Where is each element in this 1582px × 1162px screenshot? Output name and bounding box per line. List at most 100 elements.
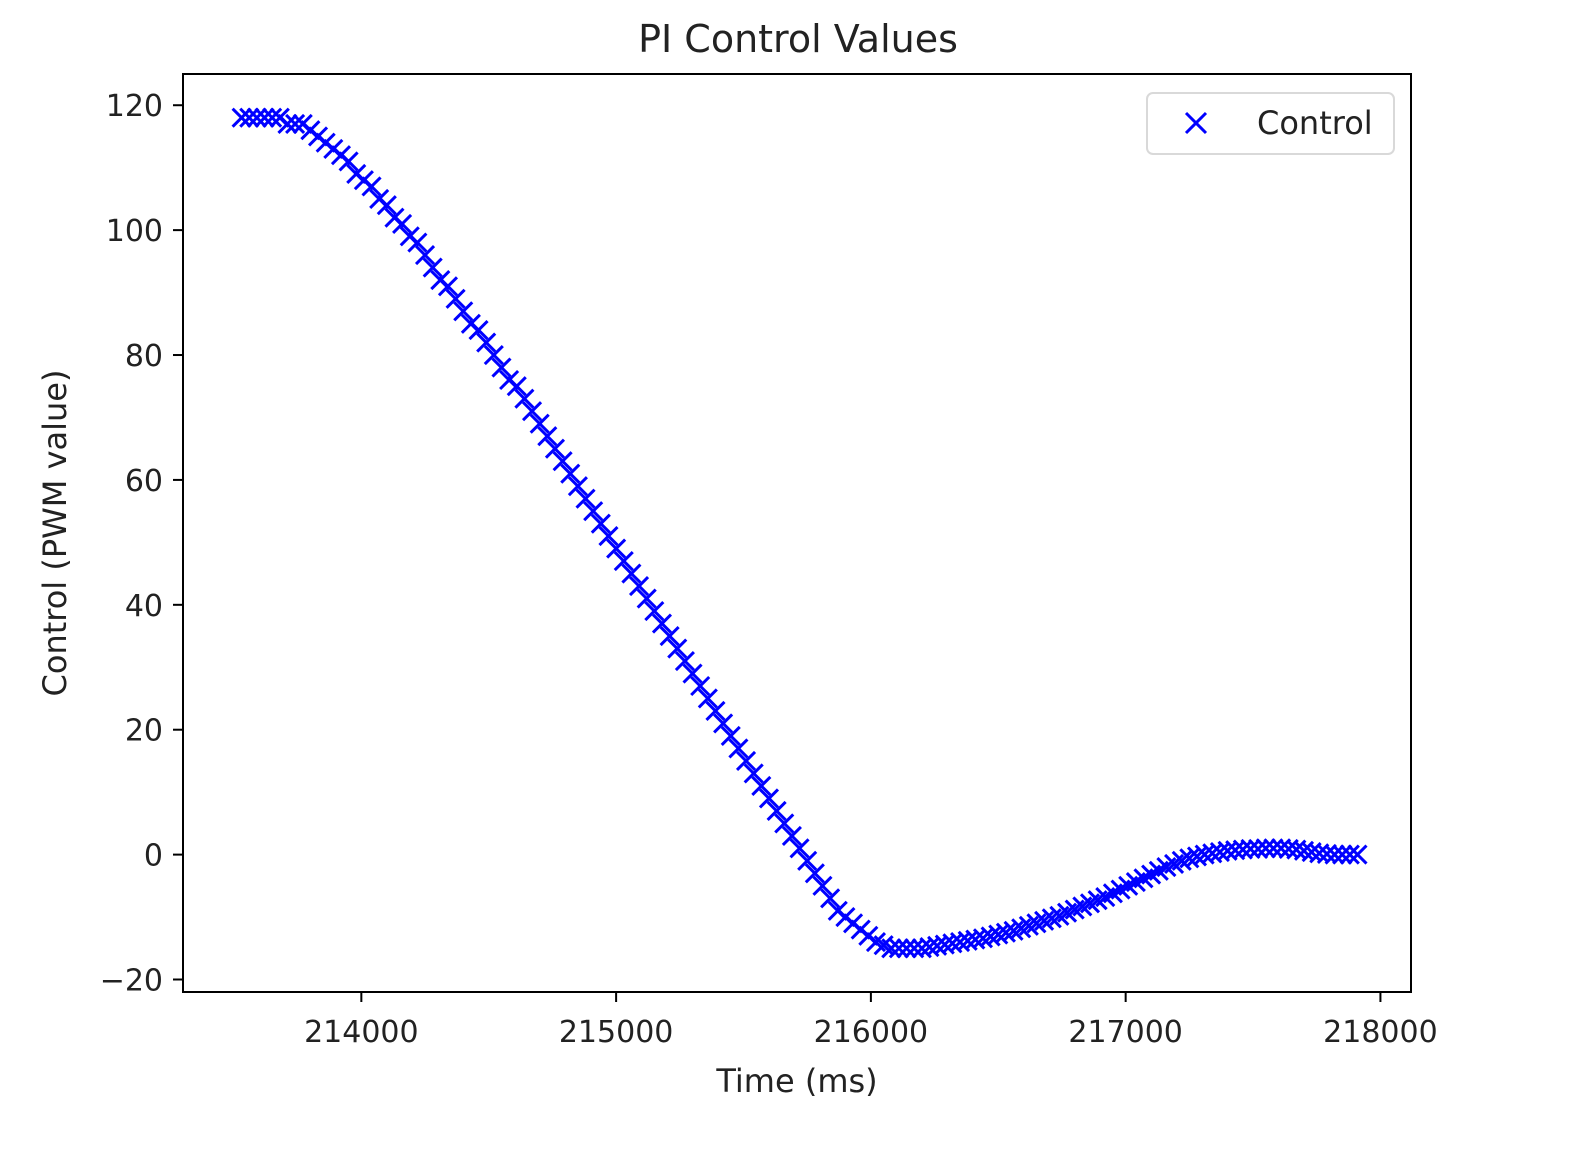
data-point-marker <box>1240 838 1261 860</box>
data-point-marker-stroke-b <box>1339 844 1360 865</box>
legend-marker <box>1184 111 1208 135</box>
data-point-marker <box>537 426 558 447</box>
data-point-marker-stroke-b <box>659 625 680 647</box>
data-point-marker-stroke-b <box>575 488 596 509</box>
data-point-marker <box>751 775 772 796</box>
data-point-marker-stroke-b <box>246 107 267 128</box>
data-point-marker <box>1347 844 1368 865</box>
data-point-marker <box>735 750 757 771</box>
data-point-marker <box>506 376 527 397</box>
data-point-marker <box>690 675 711 697</box>
data-point-marker <box>606 538 627 559</box>
data-point-marker <box>483 344 504 366</box>
data-point-marker <box>361 176 382 197</box>
y-tick-label: 40 <box>125 589 163 624</box>
data-point-marker-stroke-b <box>583 501 604 522</box>
data-point-marker <box>285 113 306 135</box>
data-point-marker-stroke-b <box>904 938 925 959</box>
data-point-marker-stroke-b <box>804 863 825 884</box>
data-point-marker <box>1186 846 1208 867</box>
data-point-marker <box>797 850 818 871</box>
data-point-marker <box>881 938 902 959</box>
data-point-marker-stroke-b <box>1225 840 1246 861</box>
data-point-marker-stroke-b <box>437 276 459 297</box>
data-point-marker-stroke-b <box>667 638 688 659</box>
y-tick-label: 80 <box>125 339 163 374</box>
data-point-marker-stroke-b <box>491 357 512 378</box>
data-point-marker <box>804 863 825 884</box>
data-point-marker-stroke-b <box>476 332 497 353</box>
data-point-marker-stroke-b <box>797 850 818 871</box>
data-point-marker <box>1255 838 1276 859</box>
data-point-marker-stroke-b <box>644 601 665 622</box>
data-point-marker-stroke-b <box>552 451 573 472</box>
data-point-marker-stroke-b <box>873 935 894 956</box>
data-point-marker-stroke-b <box>590 513 611 534</box>
data-point-marker-stroke-b <box>468 319 489 341</box>
data-point-marker-stroke-b <box>705 700 726 722</box>
data-point-marker-stroke-b <box>1263 838 1284 859</box>
data-point-marker <box>277 113 298 135</box>
data-point-marker-stroke-b <box>392 213 413 234</box>
data-point-marker-stroke-b <box>506 376 527 397</box>
data-point-marker <box>705 700 726 722</box>
data-point-marker-stroke-b <box>567 476 588 497</box>
y-tick-label: 120 <box>106 89 163 124</box>
data-point-marker-stroke-b <box>1332 844 1353 865</box>
legend-marker-x <box>1184 111 1208 135</box>
data-point-marker-stroke-b <box>995 922 1016 943</box>
data-point-marker-stroke-b <box>514 388 535 409</box>
data-point-marker-stroke-b <box>537 426 558 447</box>
data-point-marker-stroke-b <box>1248 838 1269 860</box>
data-point-marker-stroke-b <box>888 938 909 959</box>
data-point-marker-stroke-b <box>881 938 902 959</box>
x-tick-label: 217000 <box>1068 1015 1183 1050</box>
data-point-marker <box>590 513 611 534</box>
data-point-marker <box>651 613 673 634</box>
data-point-marker <box>560 463 581 484</box>
data-point-marker <box>1232 839 1253 860</box>
data-point-marker-stroke-b <box>911 938 932 959</box>
data-point-marker-stroke-b <box>781 825 802 846</box>
data-point-marker-stroke-b <box>766 800 787 821</box>
y-tick-label: 60 <box>125 464 163 499</box>
data-point-marker <box>988 924 1009 945</box>
data-point-marker-stroke-b <box>422 257 443 278</box>
data-point-marker <box>1179 848 1200 869</box>
data-point-marker <box>1263 838 1284 859</box>
data-point-marker-stroke-b <box>896 938 917 959</box>
y-tick-label: 0 <box>144 839 163 874</box>
data-point-marker <box>781 825 802 846</box>
data-point-marker-stroke-b <box>1179 848 1200 869</box>
data-point-marker <box>789 838 810 859</box>
data-point-marker-stroke-b <box>414 245 436 266</box>
data-point-marker <box>583 501 604 522</box>
data-point-marker <box>995 922 1016 943</box>
data-point-marker <box>552 451 573 472</box>
data-point-marker <box>1248 838 1269 860</box>
data-point-marker-stroke-b <box>1202 843 1223 864</box>
data-point-marker-stroke-b <box>606 538 627 559</box>
data-point-marker-stroke-b <box>980 926 1001 947</box>
x-tick-label: 216000 <box>814 1015 929 1050</box>
data-point-marker <box>338 151 359 172</box>
data-point-marker-stroke-b <box>965 929 986 950</box>
data-point-marker <box>453 301 474 322</box>
data-point-marker <box>758 788 780 809</box>
data-point-marker <box>529 413 550 434</box>
data-point-marker <box>414 245 436 266</box>
data-point-marker <box>1339 844 1360 865</box>
data-point-marker-stroke-b <box>1186 846 1208 867</box>
data-point-marker-stroke-b <box>682 663 703 684</box>
data-point-marker-stroke-b <box>789 838 810 859</box>
data-point-marker <box>262 107 283 128</box>
data-point-marker <box>246 107 267 128</box>
data-point-marker <box>544 438 566 459</box>
data-point-marker <box>812 875 833 896</box>
data-point-marker-stroke-b <box>690 675 711 697</box>
data-point-marker <box>491 357 512 378</box>
x-tick-label: 218000 <box>1323 1015 1438 1050</box>
y-tick-label: 100 <box>106 214 163 249</box>
data-point-marker-stroke-b <box>1347 844 1368 865</box>
